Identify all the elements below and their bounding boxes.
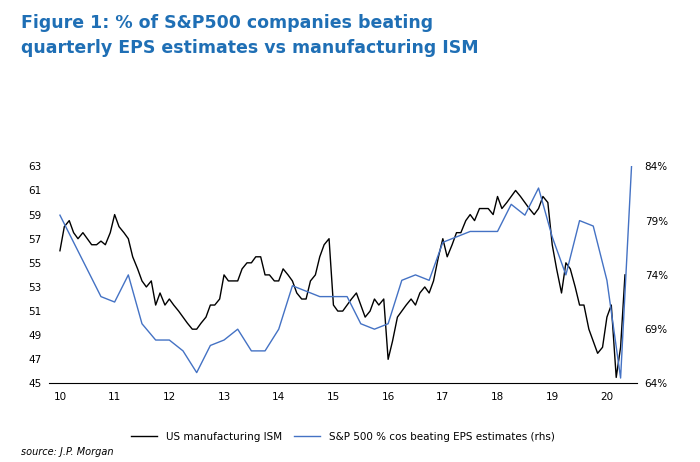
S&P 500 % cos beating EPS estimates (rhs) [165, 337, 174, 343]
S&P 500 % cos beating EPS estimates (rhs) [561, 272, 570, 278]
S&P 500 % cos beating EPS estimates (rhs) [151, 337, 160, 343]
S&P 500 % cos beating EPS estimates (rhs) [412, 272, 420, 278]
S&P 500 % cos beating EPS estimates (rhs) [56, 213, 64, 218]
S&P 500 % cos beating EPS estimates (rhs) [302, 288, 310, 294]
S&P 500 % cos beating EPS estimates (rhs) [370, 327, 379, 332]
S&P 500 % cos beating EPS estimates (rhs) [247, 348, 256, 354]
S&P 500 % cos beating EPS estimates (rhs) [425, 278, 433, 283]
US manufacturing ISM [534, 206, 542, 211]
US manufacturing ISM [512, 188, 520, 193]
US manufacturing ISM [589, 339, 597, 344]
S&P 500 % cos beating EPS estimates (rhs) [111, 299, 119, 305]
Line: US manufacturing ISM: US manufacturing ISM [60, 190, 625, 377]
S&P 500 % cos beating EPS estimates (rhs) [507, 201, 515, 207]
S&P 500 % cos beating EPS estimates (rhs) [329, 294, 337, 299]
S&P 500 % cos beating EPS estimates (rhs) [494, 229, 502, 234]
S&P 500 % cos beating EPS estimates (rhs) [83, 267, 92, 272]
S&P 500 % cos beating EPS estimates (rhs) [288, 283, 297, 289]
S&P 500 % cos beating EPS estimates (rhs) [220, 337, 228, 343]
US manufacturing ISM [188, 326, 197, 332]
S&P 500 % cos beating EPS estimates (rhs) [356, 321, 365, 327]
S&P 500 % cos beating EPS estimates (rhs) [439, 240, 447, 245]
S&P 500 % cos beating EPS estimates (rhs) [384, 321, 392, 327]
S&P 500 % cos beating EPS estimates (rhs) [274, 327, 283, 332]
S&P 500 % cos beating EPS estimates (rhs) [603, 278, 611, 283]
Line: S&P 500 % cos beating EPS estimates (rhs): S&P 500 % cos beating EPS estimates (rhs… [60, 166, 631, 378]
S&P 500 % cos beating EPS estimates (rhs) [466, 229, 475, 234]
S&P 500 % cos beating EPS estimates (rhs) [69, 240, 78, 245]
S&P 500 % cos beating EPS estimates (rhs) [138, 321, 146, 327]
S&P 500 % cos beating EPS estimates (rhs) [97, 294, 105, 299]
S&P 500 % cos beating EPS estimates (rhs) [548, 234, 556, 240]
US manufacturing ISM [621, 272, 629, 278]
US manufacturing ISM [548, 242, 556, 248]
Text: source: J.P. Morgan: source: J.P. Morgan [21, 447, 113, 457]
Legend: US manufacturing ISM, S&P 500 % cos beating EPS estimates (rhs): US manufacturing ISM, S&P 500 % cos beat… [127, 428, 559, 446]
US manufacturing ISM [56, 248, 64, 254]
S&P 500 % cos beating EPS estimates (rhs) [261, 348, 270, 354]
S&P 500 % cos beating EPS estimates (rhs) [398, 278, 406, 283]
S&P 500 % cos beating EPS estimates (rhs) [627, 164, 636, 169]
S&P 500 % cos beating EPS estimates (rhs) [178, 348, 187, 354]
US manufacturing ISM [202, 314, 210, 320]
S&P 500 % cos beating EPS estimates (rhs) [206, 343, 215, 348]
S&P 500 % cos beating EPS estimates (rhs) [234, 327, 242, 332]
S&P 500 % cos beating EPS estimates (rhs) [452, 234, 461, 240]
S&P 500 % cos beating EPS estimates (rhs) [534, 185, 542, 191]
S&P 500 % cos beating EPS estimates (rhs) [575, 218, 584, 224]
Text: Figure 1: % of S&P500 companies beating
quarterly EPS estimates vs manufacturing: Figure 1: % of S&P500 companies beating … [21, 14, 479, 57]
S&P 500 % cos beating EPS estimates (rhs) [521, 213, 529, 218]
S&P 500 % cos beating EPS estimates (rhs) [193, 370, 201, 376]
S&P 500 % cos beating EPS estimates (rhs) [589, 223, 597, 229]
US manufacturing ISM [407, 296, 415, 302]
S&P 500 % cos beating EPS estimates (rhs) [316, 294, 324, 299]
S&P 500 % cos beating EPS estimates (rhs) [617, 375, 625, 381]
S&P 500 % cos beating EPS estimates (rhs) [124, 272, 132, 278]
S&P 500 % cos beating EPS estimates (rhs) [480, 229, 488, 234]
S&P 500 % cos beating EPS estimates (rhs) [343, 294, 351, 299]
US manufacturing ISM [612, 375, 620, 380]
